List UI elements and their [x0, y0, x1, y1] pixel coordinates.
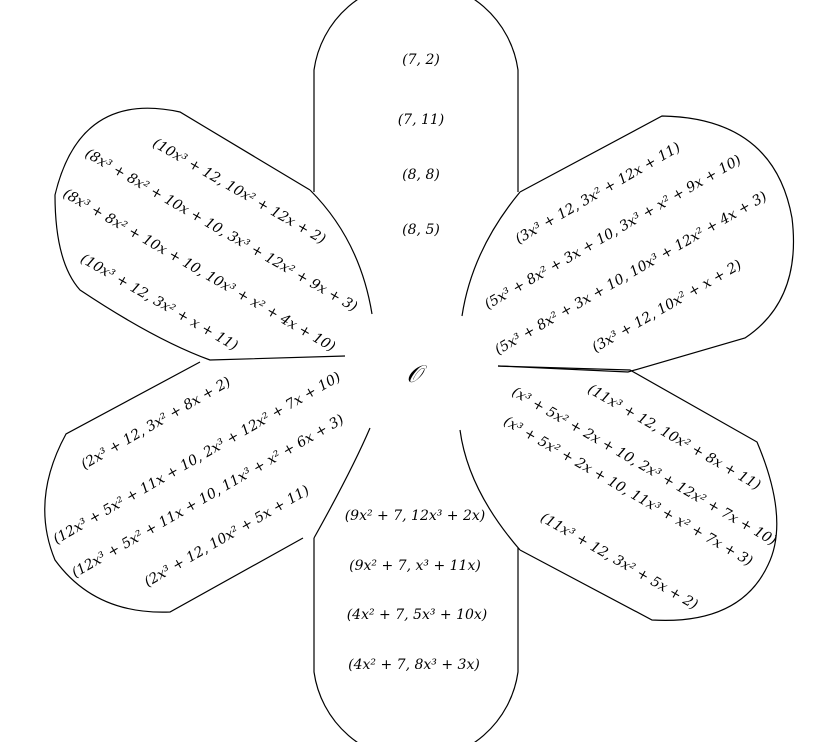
petal-label: (9x² + 7, 12x³ + 2x) [345, 508, 486, 524]
petal-label: (4x² + 7, 8x³ + 3x) [348, 657, 480, 673]
petal-lower-left-outline [44, 361, 304, 613]
petal-label: (2x³ + 12, 10x² + 5x + 11) [142, 483, 313, 591]
inner-arc-top-left [309, 189, 373, 315]
petal-label: (9x² + 7, x³ + 11x) [349, 558, 481, 574]
petal-top-outline [313, 0, 519, 192]
petal-label: (10x³ + 12, 3x² + x + 11) [77, 251, 240, 354]
center-label: 𝒪 [406, 360, 427, 388]
inner-arc-bottom-right [459, 429, 521, 551]
petal-lower-right-outline [497, 365, 778, 621]
petal-label: (7, 2) [402, 52, 440, 68]
petal-label: (8, 8) [402, 167, 440, 183]
petal-bottom-outline [313, 538, 519, 742]
petal-label: (x³ + 5x² + 2x + 10, 11x³ + x² + 7x + 3) [501, 413, 756, 569]
petal-label: (3x³ + 12, 10x² + x + 2) [589, 257, 744, 356]
petal-upper-right-outline [497, 115, 795, 373]
petal-upper-left-outline [54, 107, 346, 361]
inner-arc-bottom-left [313, 427, 371, 539]
petal-label: (4x² + 7, 5x³ + 10x) [347, 607, 488, 623]
inner-arc-top-right [461, 191, 521, 317]
petal-label: (8, 5) [402, 222, 440, 238]
petal-label: (7, 11) [398, 112, 445, 128]
